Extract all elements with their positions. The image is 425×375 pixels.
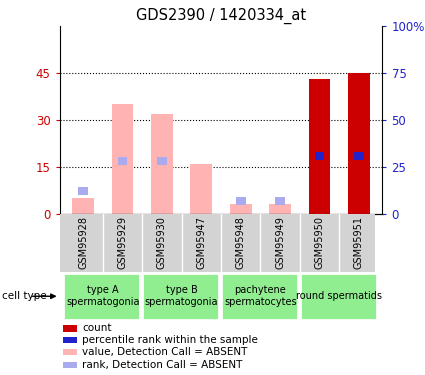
Text: cell type: cell type [2, 291, 47, 301]
Bar [151, 114, 173, 214]
Bar [63, 273, 140, 320]
Text: count: count [82, 323, 112, 333]
Text: GSM95951: GSM95951 [354, 216, 364, 269]
Bar [309, 80, 330, 214]
Bar [112, 104, 133, 214]
Bar [348, 73, 370, 214]
Bar [275, 197, 285, 204]
Text: round spermatids: round spermatids [296, 291, 382, 301]
Bar [190, 164, 212, 214]
Bar [142, 273, 219, 320]
Bar [78, 188, 88, 195]
Text: rank, Detection Call = ABSENT: rank, Detection Call = ABSENT [82, 360, 243, 370]
Text: type B
spermatogonia: type B spermatogonia [145, 285, 218, 307]
Bar [354, 152, 364, 159]
Bar [63, 362, 77, 369]
Text: GSM95928: GSM95928 [78, 216, 88, 269]
Text: value, Detection Call = ABSENT: value, Detection Call = ABSENT [82, 347, 247, 357]
Text: pachytene
spermatocytes: pachytene spermatocytes [224, 285, 297, 307]
Text: GSM95930: GSM95930 [157, 216, 167, 269]
Text: GSM95949: GSM95949 [275, 216, 285, 269]
Bar [230, 204, 252, 214]
Bar [314, 152, 324, 159]
Text: GSM95947: GSM95947 [196, 216, 206, 269]
Text: type A
spermatogonia: type A spermatogonia [66, 285, 139, 307]
Text: GSM95948: GSM95948 [236, 216, 246, 269]
Bar [63, 337, 77, 343]
Text: GSM95929: GSM95929 [118, 216, 128, 269]
Title: GDS2390 / 1420334_at: GDS2390 / 1420334_at [136, 7, 306, 24]
Bar [63, 349, 77, 355]
Bar [63, 325, 77, 332]
Text: GSM95950: GSM95950 [314, 216, 324, 269]
Text: percentile rank within the sample: percentile rank within the sample [82, 335, 258, 345]
Bar [236, 197, 246, 204]
Bar [221, 273, 298, 320]
Bar [72, 198, 94, 214]
Bar [269, 204, 291, 214]
Bar [157, 158, 167, 165]
Bar [300, 273, 377, 320]
Bar [118, 158, 128, 165]
